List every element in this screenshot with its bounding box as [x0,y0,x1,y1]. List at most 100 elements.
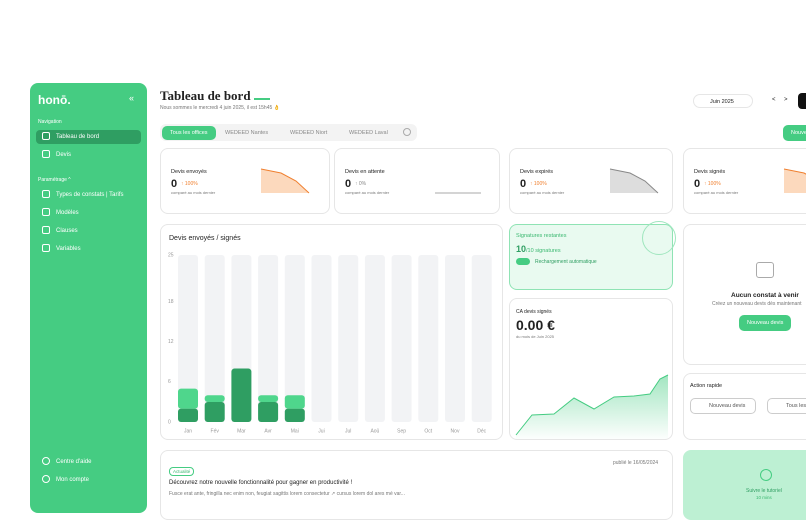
sig-auto: Rechargement automatique [535,259,597,265]
column-bg [204,255,225,422]
nav-item[interactable]: Variables [36,242,141,256]
revenue-card: CA devis signés 0.00 € du mois de Juin 2… [509,298,673,440]
chart: Devis envoyés / signés 0 6 12 18 25 Jan Fév Mar… [168,235,492,434]
tutorial-title: Suivre le tutoriel [746,488,782,494]
stat-note: comparé au mois dernier [520,190,565,195]
bar [204,401,225,422]
upcoming-button[interactable]: Nouveau devis [739,315,792,331]
stat-note: comparé au mois dernier [345,190,390,195]
page-title: Tableau de bord [160,88,270,104]
upcoming-title: Aucun constat à venir [731,292,799,299]
stat-note: comparé au mois dernier [694,190,739,195]
news-date: publié le 16/05/2024 [613,460,659,466]
rev-note: du mois de Juin 2025 [516,334,555,339]
y-tick-label: 0 [168,419,171,425]
bar [284,395,305,409]
x-tick-label: Avr [264,428,272,434]
news-title: Découvrez notre nouvelle fonctionnalité … [169,480,353,486]
quick-button[interactable]: Tous les devis [767,398,806,414]
tab[interactable]: Tous les offices [162,126,216,140]
tab[interactable]: WEDEED Nantes [225,130,269,136]
nav-item[interactable]: Tableau de bord [36,130,141,144]
sidebar: honō. « Navigation Tableau de bord Devis… [30,83,147,513]
x-tick-label: Aoû [370,428,379,434]
bar [204,395,225,402]
next[interactable]: > [784,97,788,103]
toggle[interactable] [516,258,530,265]
column-bg [391,255,412,422]
y-tick-label: 18 [168,299,174,305]
quick-title: Action rapide [690,383,723,389]
stat-sparkline [435,192,481,194]
nav-item[interactable]: Mon compte [36,473,141,487]
revenue-sparkline [515,374,669,439]
stat-delta: ↑ 0% [355,181,367,187]
stat-label: Devis expirés [520,169,554,175]
nav-item[interactable]: Modèles [36,206,141,220]
x-tick-label: Déc [477,428,486,434]
column-bg [178,255,198,422]
nav-item[interactable]: Clauses [36,224,141,238]
subtitle: Nous sommes le mercredi 4 juin 2025, il … [160,105,280,111]
stat-value: 0 [345,178,352,190]
column-bg [445,255,465,422]
x-tick-label: Mai [291,428,299,434]
tab[interactable]: WEDEED Niort [290,130,328,136]
column-bg [364,255,385,422]
tab-clear[interactable] [403,128,411,136]
stat-sparkline [609,168,659,194]
quick-button[interactable]: Nouveau devis [690,398,757,414]
bar [258,395,279,402]
quick-card: Action rapide Nouveau devis Tous les dev… [683,373,806,440]
new-button[interactable]: Nouveau devis [783,125,806,141]
news-card: Actualité publié le 16/05/2024 Découvrez… [160,450,673,520]
rev-value: 0.00 € [516,317,555,333]
nav-item[interactable]: Centre d'aide [36,455,141,469]
x-tick-label: Oct [424,428,432,434]
prev[interactable]: < [772,97,776,103]
tabs: Tous les offices WEDEED Nantes WEDEED Ni… [160,124,417,141]
chart-card: Devis envoyés / signés 0 6 12 18 25 Jan Fév Mar… [160,224,503,440]
sig-title: Signatures restantes [516,233,567,239]
calendar-icon [756,262,774,278]
stat-label: Devis envoyés [171,169,207,175]
bar [284,408,305,422]
tab[interactable]: WEDEED Laval [349,130,388,136]
play-icon[interactable] [760,469,772,481]
x-tick-label: Jan [184,428,192,434]
nav-item[interactable]: Devis [36,148,141,162]
stat-delta: ↑ 100% [704,181,721,187]
collapse[interactable]: « [129,93,135,103]
bar [178,388,198,409]
stat-card: Devis signés 0 ↑ 100% comparé au mois de… [683,148,806,214]
signatures-card: Signatures restantes 10/10 signatures Re… [509,221,676,290]
x-tick-label: Jul [345,428,351,434]
column-bg [258,255,279,422]
x-tick-label: Nov [451,428,460,434]
column-bg [338,255,359,422]
column-bg [471,255,492,422]
stat-delta: ↑ 100% [530,181,547,187]
nav-item[interactable]: Types de constats | Tarifs [36,188,141,202]
y-tick-label: 6 [168,379,171,385]
settings-heading[interactable]: Paramétrage ^ [38,177,71,183]
stat-delta: ↑ 100% [181,181,198,187]
dark-button[interactable] [798,93,806,109]
column-bg [284,255,305,422]
rev-title: CA devis signés [516,309,552,315]
stat-label: Devis signés [694,169,726,175]
month-picker[interactable]: Juin 2025 [693,94,753,108]
stat-card: Devis en attente 0 ↑ 0% comparé au mois … [334,148,500,214]
bar [178,408,198,422]
news-text: Fusce erat ante, fringilla nec enim non,… [169,491,405,497]
stat-value: 0 [694,178,701,190]
column-bg [311,255,332,422]
tutorial-card[interactable]: Suivre le tutoriel 10 mins [683,450,806,520]
chart-title: Devis envoyés / signés [169,235,241,242]
upcoming-card: Aucun constat à venir Créez un nouveau d… [683,224,806,365]
bar [231,368,252,422]
stat-value: 0 [520,178,527,190]
y-tick-label: 12 [168,339,174,345]
x-tick-label: Sep [397,428,406,434]
y-tick-label: 25 [168,252,174,258]
